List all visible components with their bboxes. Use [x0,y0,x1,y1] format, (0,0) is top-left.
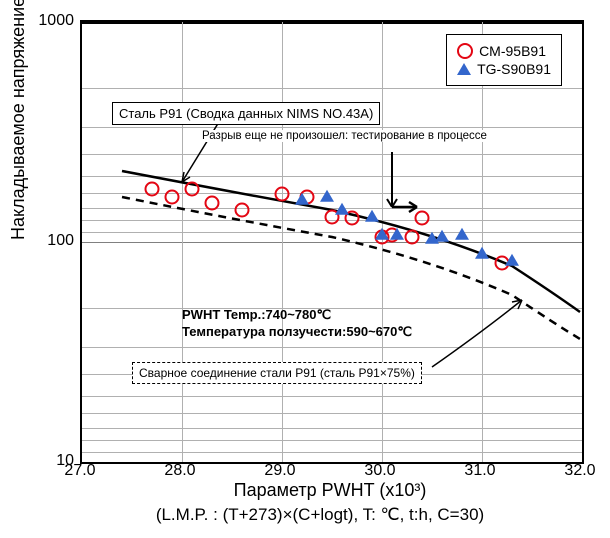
data-point-circle [165,190,180,205]
rupture-note: Разрыв еще не произошел: тестирование в … [202,130,487,142]
welded-annotation-text: Сварное соединение стали P91 (сталь P91×… [139,366,415,380]
data-point-circle [185,181,200,196]
x-tick-0: 27.0 [64,462,95,480]
legend-label-1: TG-S90B91 [477,61,551,77]
data-point-triangle [365,210,379,222]
y-tick-1000: 1000 [38,12,74,30]
data-point-circle [415,211,430,226]
y-tick-100: 100 [47,232,74,250]
data-point-circle [405,230,420,245]
legend-item-tg: TG-S90B91 [457,61,551,77]
data-point-triangle [475,247,489,259]
x-tick-4: 31.0 [464,462,495,480]
welded-annotation-box: Сварное соединение стали P91 (сталь P91×… [132,362,422,384]
legend: CM-95B91 TG-S90B91 [446,34,562,86]
data-point-triangle [335,203,349,215]
x-tick-3: 30.0 [364,462,395,480]
chart-container: Накладываемое напряжение (MPa) [0,0,610,538]
x-tick-2: 29.0 [264,462,295,480]
data-point-triangle [390,227,404,239]
data-point-triangle [455,227,469,239]
legend-label-0: CM-95B91 [479,43,546,59]
plot-area: Сталь P91 (Сводка данных NIMS NO.43A) Ра… [80,20,584,464]
legend-item-cm: CM-95B91 [457,43,551,59]
data-point-circle [235,202,250,217]
x-axis-label: Параметр PWHT (x10³) [80,480,580,501]
steel-annotation-text: Сталь P91 (Сводка данных NIMS NO.43A) [119,106,373,121]
data-point-triangle [505,254,519,266]
circle-marker-icon [457,43,473,59]
data-point-triangle [295,193,309,205]
data-point-triangle [375,227,389,239]
data-point-circle [275,187,290,202]
x-tick-5: 32.0 [564,462,595,480]
steel-annotation-box: Сталь P91 (Сводка данных NIMS NO.43A) [112,102,380,125]
data-point-circle [145,181,160,196]
data-point-triangle [435,230,449,242]
y-axis-label: Накладываемое напряжение (MPa) [8,0,29,240]
x-tick-1: 28.0 [164,462,195,480]
pwht-temp-text: PWHT Temp.:740~780℃ [182,307,331,323]
triangle-marker-icon [457,63,471,75]
x-axis-sublabel: (L.M.P. : (T+273)×(C+logt), T: ℃, t:h, C… [40,505,600,525]
creep-temp-text: Температура ползучести:590~670℃ [182,324,412,340]
data-point-triangle [320,190,334,202]
data-point-circle [205,196,220,211]
